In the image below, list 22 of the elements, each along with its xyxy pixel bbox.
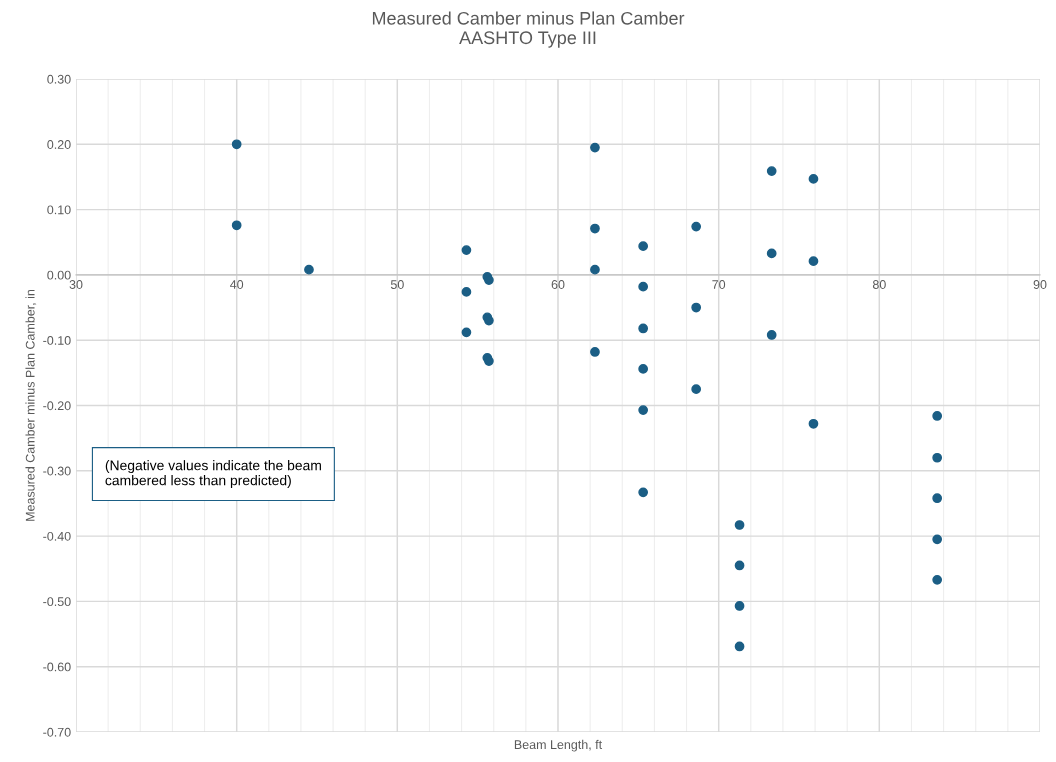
x-axis-title: Beam Length, ft [514,739,603,752]
y-tick-label: -0.20 [43,401,71,411]
y-tick-label: 0.00 [47,270,71,280]
y-tick-label: -0.70 [43,727,71,737]
chart-title: Measured Camber minus Plan Camber AASHTO Type III [372,11,685,48]
y-tick-label: 0.10 [47,205,71,215]
annotation: (Negative values indicate the beam cambered less than predicted) [105,460,321,489]
y-tick-label: 0.20 [47,140,71,149]
y-tick-label: 0.30 [47,74,71,84]
x-tick-label: 70 [712,280,726,289]
x-tick-label: 40 [230,280,244,289]
y-tick-label: -0.50 [43,597,71,607]
y-axis-title: Measured Camber minus Plan Camber, in [25,289,37,521]
x-tick-label: 60 [551,280,565,289]
y-tick-label: -0.60 [43,662,71,672]
y-tick-label: -0.40 [43,531,71,541]
x-tick-label: 80 [872,280,886,289]
y-tick-label: -0.30 [43,466,71,476]
x-tick-label: 30 [69,280,83,289]
x-tick-label: 90 [1033,280,1047,289]
y-tick-label: -0.10 [43,336,71,345]
x-tick-label: 50 [390,280,404,289]
